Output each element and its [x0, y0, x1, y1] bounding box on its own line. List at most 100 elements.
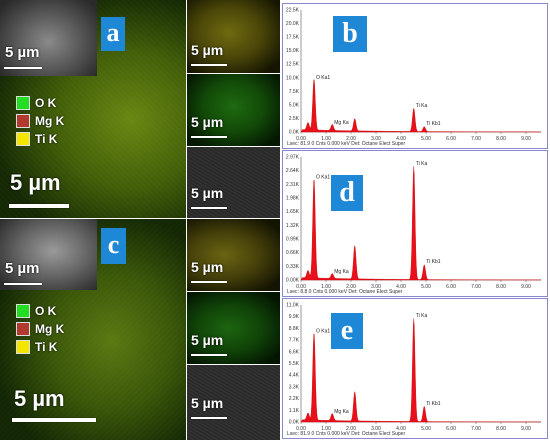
peak-label: Mg Ka [334, 409, 349, 415]
peak-label: Mg Ka [334, 269, 349, 275]
x-tick-label: 0.00 [296, 284, 306, 290]
x-tick-label: 1.00 [321, 426, 331, 432]
scale-bar-ti-a [191, 64, 227, 66]
scale-label-inset-c: 5 µm [5, 260, 40, 277]
y-tick-label: 1.1K [289, 408, 300, 414]
x-tick-label: 3.00 [371, 136, 381, 142]
scale-label-inset-a: 5 µm [5, 44, 40, 61]
x-tick-label: 9.00 [521, 136, 531, 142]
scale-label-o-c: 5 µm [191, 332, 224, 348]
spectrum-curve [300, 318, 542, 423]
scale-bar-a [9, 204, 69, 208]
eds-spectrum-b: 22.5K 20.0K 17.5K 15.0K 12.5K 10.0K 7.5K 5.0K 2.… [282, 3, 548, 149]
panel-label-d: d [331, 175, 363, 211]
x-tick-label: 8.00 [496, 284, 506, 290]
x-tick-label: 9.00 [521, 284, 531, 290]
legend-item-mg-c: Mg K [16, 322, 64, 336]
y-tick-label: 2.97K [286, 155, 300, 161]
peak-label: Ti Ka [416, 313, 428, 319]
peak-label: Ti Ka [416, 103, 428, 109]
y-tick-label: 20.0K [286, 21, 300, 27]
legend-item-ti: Ti K [16, 132, 64, 146]
mg-map-a: 5 µm [187, 147, 280, 218]
peak-label: Mg Ka [334, 120, 349, 126]
legend-swatch-ti [16, 132, 30, 146]
legend-label-mg: Mg K [35, 114, 65, 128]
x-tick-label: 7.00 [471, 426, 481, 432]
peak-label: O Ka1 [316, 75, 330, 81]
y-tick-label: 2.64K [286, 168, 300, 174]
legend-item-o-c: O K [16, 304, 64, 318]
y-tick-label: 22.5K [286, 8, 300, 14]
legend-swatch-mg-c [16, 322, 30, 336]
y-tick-label: 9.9K [289, 314, 300, 320]
eds-overlay-map-c: 5 µm c O K Mg K Ti K 5 µm [0, 219, 186, 440]
sem-inset-c [0, 219, 97, 290]
y-tick-label: 0.0K [289, 420, 300, 426]
mg-map-c: 5 µm [187, 365, 280, 440]
x-tick-label: 2.00 [346, 284, 356, 290]
x-tick-label: 9.00 [521, 426, 531, 432]
peak-label: O Ka1 [316, 328, 330, 334]
x-tick-label: 2.00 [346, 136, 356, 142]
scale-label-ti-a: 5 µm [191, 42, 224, 58]
legend-swatch-mg [16, 114, 30, 128]
y-tick-label: 0.0K [289, 130, 300, 136]
x-tick-label: 0.00 [296, 136, 306, 142]
panel-label-e: e [331, 313, 363, 349]
x-tick-label: 5.00 [421, 284, 431, 290]
x-tick-label: 3.00 [371, 284, 381, 290]
spectrum-svg-e: 11.0K 9.9K 8.8K 7.7K 6.6K 5.5K 4.4K 3.3K 2.2K 1.1… [286, 303, 542, 432]
legend-label-o: O K [35, 96, 57, 110]
y-tick-label: 10.0K [286, 75, 300, 81]
legend-item-mg: Mg K [16, 114, 64, 128]
legend-a: O K Mg K Ti K [16, 96, 64, 146]
y-tick-label: 6.6K [289, 349, 300, 355]
x-tick-label: 6.00 [446, 284, 456, 290]
y-tick-label: 0.33K [286, 264, 300, 270]
scale-label-c: 5 µm [14, 386, 65, 411]
scale-bar-inset-c [4, 283, 42, 285]
spectrum-curve [300, 79, 542, 133]
y-tick-label: 3.3K [289, 384, 300, 390]
spectrum-svg-b: 22.5K 20.0K 17.5K 15.0K 12.5K 10.0K 7.5K 5.0K 2.… [286, 8, 542, 142]
o-map-a: 5 µm [187, 74, 280, 146]
scale-label-o-a: 5 µm [191, 114, 224, 130]
y-tick-label: 2.2K [289, 396, 300, 402]
peak-label: Ti Kb1 [426, 121, 440, 127]
y-tick-label: 1.32K [286, 223, 300, 229]
x-tick-label: 4.00 [396, 284, 406, 290]
scale-bar-ti-c [191, 281, 227, 283]
scale-bar-mg-c [191, 417, 227, 419]
x-tick-label: 1.00 [321, 136, 331, 142]
eds-overlay-map-a: 5 µm a O K Mg K Ti K 5 µm [0, 0, 186, 218]
x-tick-label: 8.00 [496, 426, 506, 432]
scale-label-mg-c: 5 µm [191, 395, 224, 411]
y-tick-label: 2.31K [286, 182, 300, 188]
scale-bar-inset-a [4, 67, 42, 69]
scale-bar-o-c [191, 354, 227, 356]
x-tick-label: 8.00 [496, 136, 506, 142]
x-tick-label: 3.00 [371, 426, 381, 432]
legend-swatch-o-c [16, 304, 30, 318]
y-tick-label: 7.5K [289, 89, 300, 95]
x-tick-label: 0.00 [296, 426, 306, 432]
ti-map-c: 5 µm [187, 219, 280, 291]
x-tick-label: 5.00 [421, 426, 431, 432]
y-tick-label: 4.4K [289, 373, 300, 379]
x-tick-label: 7.00 [471, 284, 481, 290]
y-tick-label: 1.65K [286, 209, 300, 215]
x-tick-label: 7.00 [471, 136, 481, 142]
panel-label-a: a [101, 17, 125, 51]
peak-label: Ti Kb1 [426, 259, 440, 265]
y-tick-label: 12.5K [286, 62, 300, 68]
legend-label-mg-c: Mg K [35, 322, 65, 336]
o-map-c: 5 µm [187, 292, 280, 364]
y-tick-label: 5.0K [289, 102, 300, 108]
y-tick-label: 8.8K [289, 326, 300, 332]
scale-bar-o-a [191, 136, 227, 138]
ti-map-a: 5 µm [187, 0, 280, 73]
y-tick-label: 11.0K [286, 303, 299, 309]
legend-label-ti-c: Ti K [35, 340, 58, 354]
x-tick-label: 4.00 [396, 426, 406, 432]
